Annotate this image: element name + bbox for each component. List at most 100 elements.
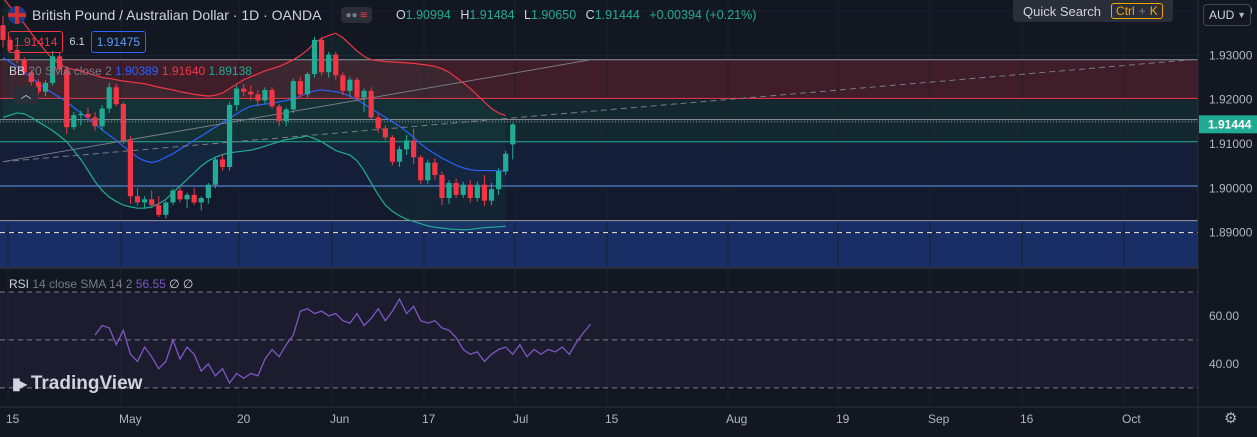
candle-body [35,81,41,92]
candle-body [149,199,155,206]
candle-body [255,94,261,101]
sell-price-button[interactable]: 1.91414 [8,31,64,53]
symbol-title[interactable]: British Pound / Australian Dollar · 1D ·… [32,7,322,23]
candle-body [368,90,374,118]
bb-legend-name[interactable]: BB [9,64,26,78]
candle-body [212,159,218,185]
candle-body [177,190,183,200]
candle-body [113,87,119,105]
candle-body [57,56,63,70]
candle-body [389,137,395,162]
candle-body [14,50,20,60]
price-zone [0,220,1198,268]
candle-body [71,115,77,128]
bb-legend[interactable]: BB 20 SMA close 2 1.90389 1.91640 1.8913… [9,64,252,78]
x-tick-label: Jul [513,412,528,426]
ohlc-values: O1.90994 H1.91484 L1.90650 C1.91444 +0.0… [396,8,762,22]
eye-icon[interactable]: ●● [345,9,358,21]
candle-body [21,59,27,73]
ohlc-close: 1.91444 [594,8,640,22]
ohlc-close-key: C [585,8,595,22]
y-tick-label: 1.93000 [1209,48,1253,62]
candle-body [42,82,49,92]
candle-body [262,89,268,101]
candle-body [396,149,403,162]
candle-body [78,113,84,116]
y-tick-label: 1.91000 [1209,137,1253,151]
symbol-header[interactable]: British Pound / Australian Dollar · 1D ·… [8,5,762,25]
tradingview-logo[interactable]: ▮▸ TradingView [12,373,142,395]
rsi-tick-label: 40.00 [1209,357,1239,371]
rsi-legend-value: 56.55 [135,277,166,291]
candle-body [241,88,247,92]
bb-lower-value: 1.89138 [208,64,252,78]
candle-body [326,54,332,73]
visibility-toggle[interactable]: ●● ≋ [341,7,372,23]
currency-label: AUD [1209,8,1235,22]
spread-value: 6.1 [69,36,85,48]
ohlc-high-key: H [460,8,470,22]
candle-body [460,184,466,195]
candle-body [304,73,311,95]
candle-body [403,140,410,150]
candle-body [488,189,495,201]
collapse-legend-button[interactable]: ︿ [14,86,38,104]
horizontal-levels[interactable] [0,59,1198,234]
candle-body [7,39,13,51]
currency-select[interactable]: AUD ▼ [1203,4,1251,26]
candle-body [503,153,509,172]
logo-text: TradingView [30,373,143,394]
last-price-label: 1.91444 [1208,117,1252,131]
shortcut-badge: Ctrl + K [1111,3,1163,19]
candle-body [163,202,169,215]
candle-body [269,89,275,107]
rsi-legend-params: 14 close SMA 14 2 [32,277,133,291]
candle-body [234,88,240,105]
candle-body [92,117,98,127]
candle-body [354,79,360,98]
x-tick-label: Aug [726,412,747,426]
ohlc-change: +0.00394 (+0.21%) [649,8,757,22]
candle-body [127,140,134,197]
candle-body [411,140,417,158]
candle-body [283,109,289,121]
gear-icon[interactable]: ⚙ [1224,410,1238,427]
quick-search-button[interactable]: Quick Search Ctrl + K [1013,0,1173,22]
candle-body [446,182,452,199]
buy-price-button[interactable]: 1.91475 [90,31,147,53]
rsi-legend[interactable]: RSI 14 close SMA 14 2 56.55 ∅ ∅ [9,277,193,291]
candle-body [425,162,431,181]
rsi-tick-label: 60.00 [1209,309,1239,323]
candle-body [106,87,112,109]
candle-body [28,72,34,82]
trendline[interactable] [2,59,1191,163]
candle-body [340,75,346,91]
price-zone [0,141,1198,187]
candle-body [382,128,388,138]
candle-body [453,182,459,195]
candle-body [297,81,303,95]
candles [0,15,516,219]
x-tick-label: 19 [836,412,850,426]
candle-body [481,184,488,201]
rsi-legend-name[interactable]: RSI [9,277,30,291]
y-tick-label: 1.92000 [1209,93,1253,107]
candle-body [49,56,56,83]
candle-body [248,91,254,95]
x-tick-label: Jun [330,412,349,426]
bb-legend-params: 20 SMA close 2 [28,64,112,78]
candle-body [120,104,126,141]
candle-body [156,205,162,215]
candle-body [64,69,70,128]
candle-body [142,199,148,203]
ohlc-low-key: L [524,8,531,22]
candle-body [333,54,339,76]
rsi-line [94,297,592,385]
x-tick-label: 15 [6,412,20,426]
x-tick-label: 20 [237,412,251,426]
wave-icon[interactable]: ≋ [359,9,368,21]
gbp-flag-icon [8,6,26,24]
candle-body [205,184,211,199]
